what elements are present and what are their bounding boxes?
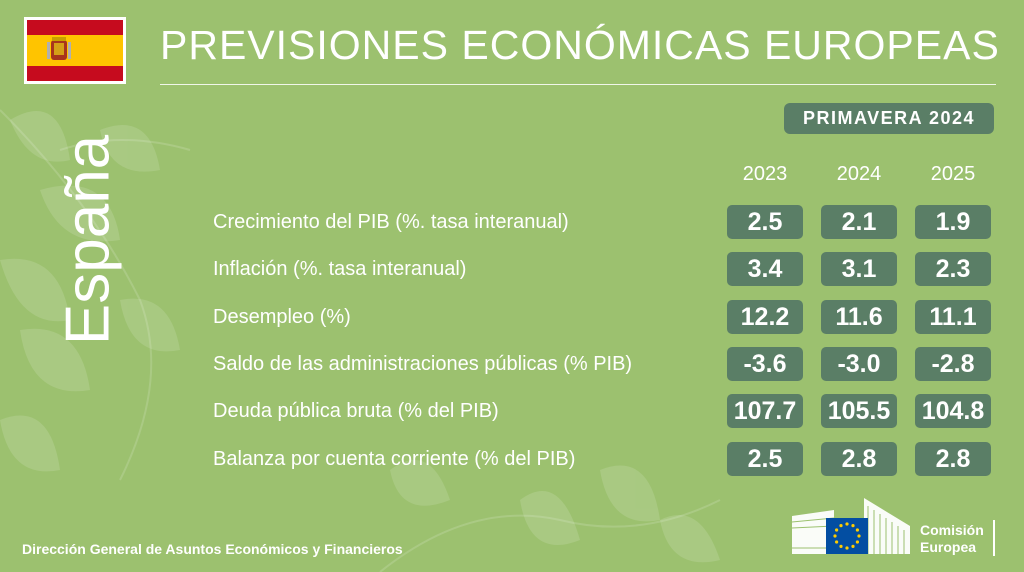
value-cell: 2.3 <box>915 252 991 286</box>
value-cell: 105.5 <box>821 394 897 428</box>
value-cell: 2.1 <box>821 205 897 239</box>
value-cell: 2.5 <box>727 205 803 239</box>
year-header-2023: 2023 <box>742 163 788 185</box>
value-cell: 107.7 <box>727 394 803 428</box>
indicator-label-public-debt: Deuda pública bruta (% del PIB) <box>213 400 499 422</box>
brand-divider <box>993 520 995 556</box>
year-header-2024: 2024 <box>836 163 882 185</box>
title-divider <box>160 84 996 85</box>
indicator-label-gdp-growth: Crecimiento del PIB (%. tasa interanual) <box>213 211 569 233</box>
season-badge: PRIMAVERA 2024 <box>784 103 994 134</box>
value-cell: 3.4 <box>727 252 803 286</box>
value-cell: -3.6 <box>727 347 803 381</box>
european-commission-logo-icon <box>791 498 910 554</box>
value-cell: 3.1 <box>821 252 897 286</box>
indicator-label-budget-balance: Saldo de las administraciones públicas (… <box>213 353 633 375</box>
commission-brand-text: Comisión Europea <box>920 522 984 555</box>
value-cell: 2.8 <box>821 442 897 476</box>
year-header-2025: 2025 <box>930 163 976 185</box>
indicator-label-current-account: Balanza por cuenta corriente (% del PIB) <box>213 448 576 470</box>
value-cell: 2.5 <box>727 442 803 476</box>
footer-department-name: Dirección General de Asuntos Económicos … <box>22 541 403 557</box>
value-cell: -2.8 <box>915 347 991 381</box>
indicator-label-unemployment: Desempleo (%) <box>213 306 351 328</box>
page-title: PREVISIONES ECONÓMICAS EUROPEAS <box>160 22 1000 68</box>
value-cell: 2.8 <box>915 442 991 476</box>
country-name: España <box>53 134 123 346</box>
value-cell: -3.0 <box>821 347 897 381</box>
value-cell: 11.6 <box>821 300 897 334</box>
value-cell: 104.8 <box>915 394 991 428</box>
value-cell: 11.1 <box>915 300 991 334</box>
value-cell: 12.2 <box>727 300 803 334</box>
value-cell: 1.9 <box>915 205 991 239</box>
spain-flag-icon <box>24 17 126 84</box>
indicator-label-inflation: Inflación (%. tasa interanual) <box>213 258 467 280</box>
